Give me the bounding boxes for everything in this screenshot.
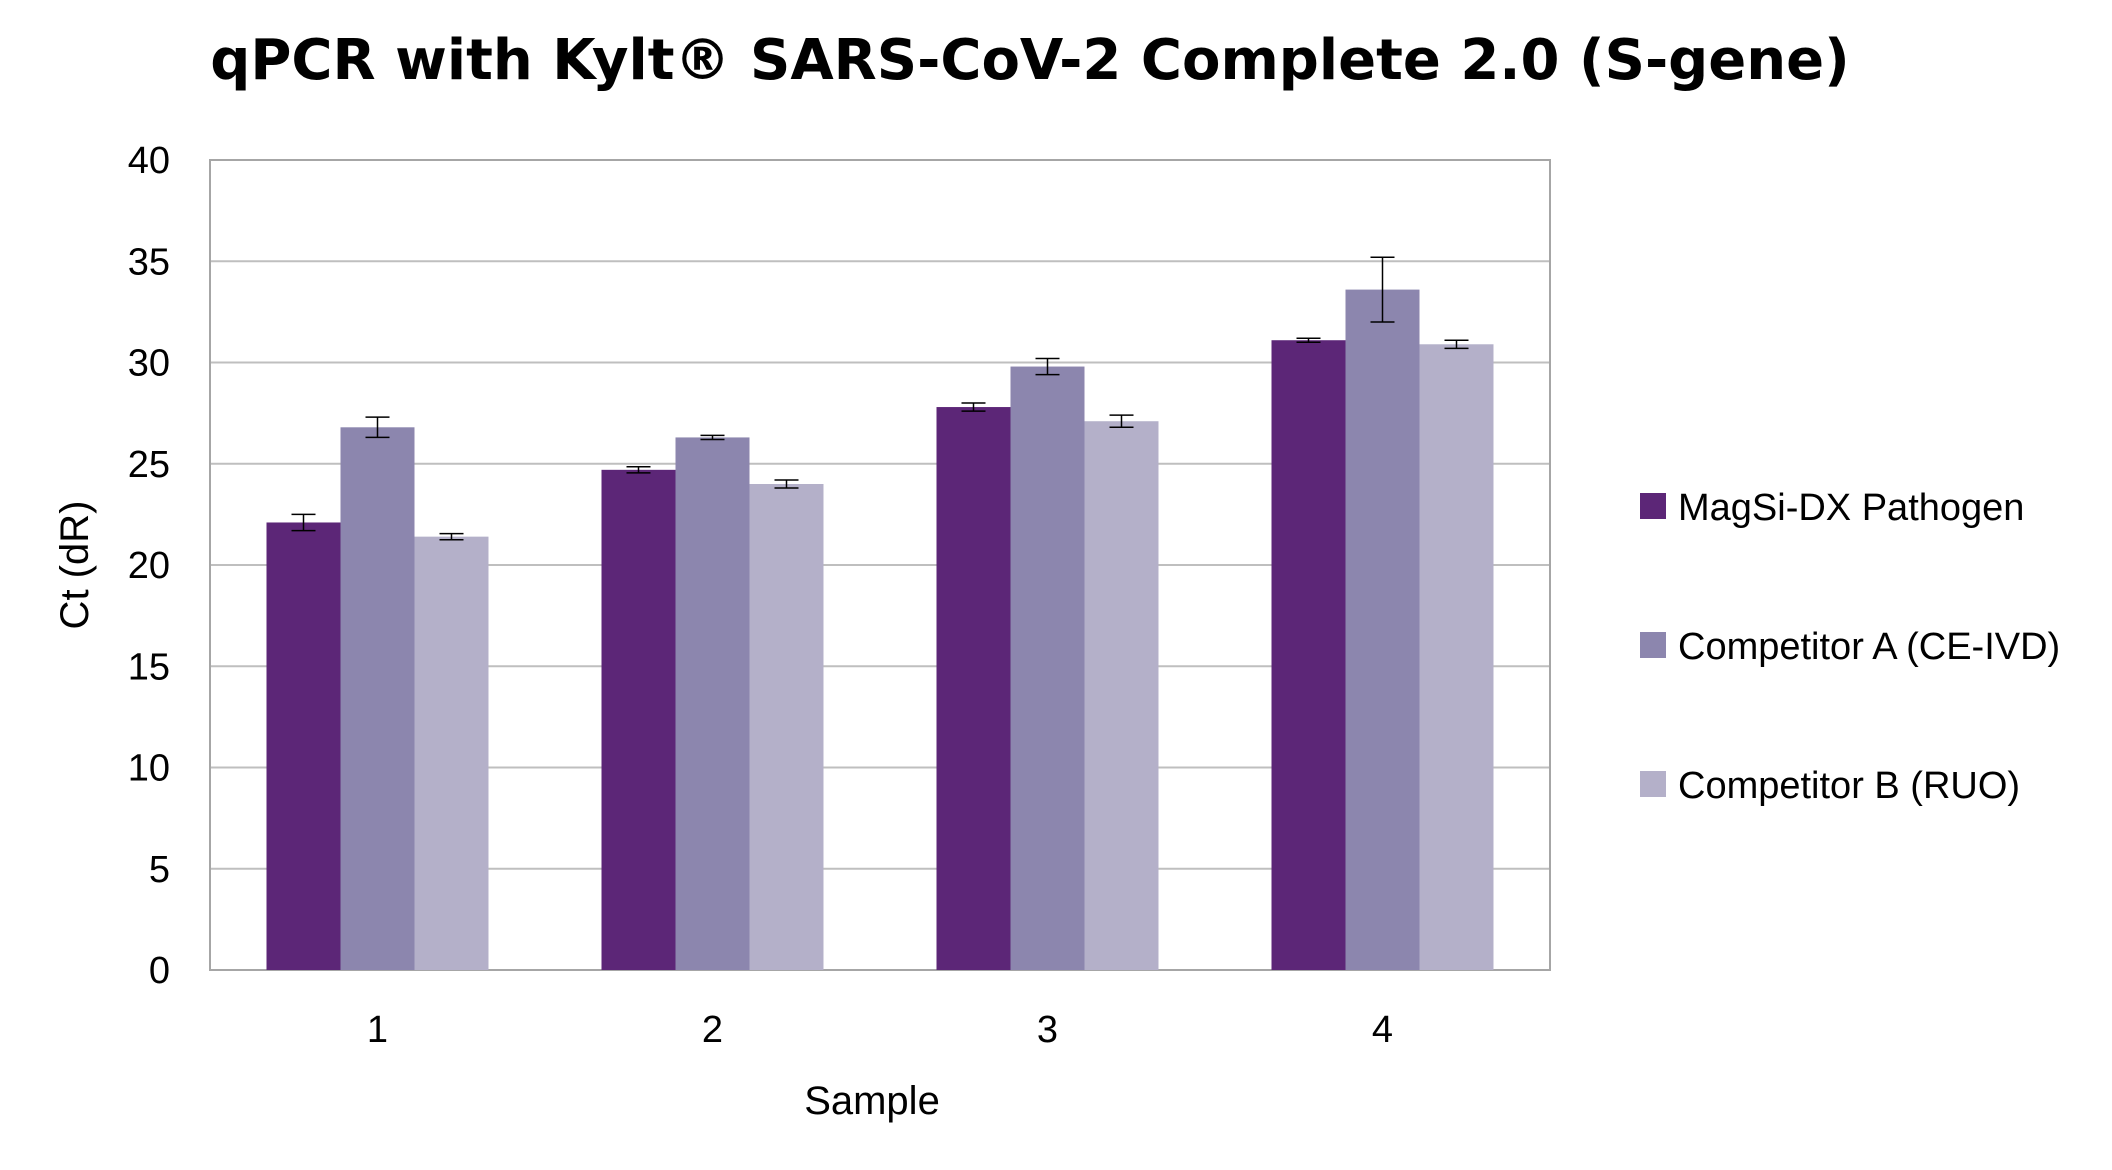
x-tick-label: 2 [702,1009,723,1051]
y-tick-labels: 0 5 10 15 20 25 30 35 40 [128,140,170,992]
bar [601,469,676,970]
legend-label: MagSi-DX Pathogen [1678,487,2024,529]
error-bars [291,256,1469,541]
bar [1271,340,1346,971]
y-tick-label: 15 [128,646,170,688]
bar [340,427,415,970]
bar [1345,289,1420,971]
bar [1010,366,1085,970]
x-tick-labels: 1 2 3 4 [367,1009,1393,1051]
chart-title: qPCR with Kylt® SARS-CoV-2 Complete 2.0 … [210,28,1850,93]
bar [266,522,341,970]
legend-label: Competitor B (RUO) [1678,765,2020,807]
y-tick-label: 35 [128,241,170,283]
y-tick-label: 40 [128,140,170,182]
bar [936,407,1011,970]
x-tick-label: 4 [1372,1009,1393,1051]
bar [1084,421,1159,971]
bar [749,484,824,970]
legend: MagSi-DX Pathogen Competitor A (CE-IVD) Co… [1640,487,2060,807]
legend-swatch [1640,632,1666,658]
bar [1419,344,1494,970]
x-tick-label: 3 [1037,1009,1058,1051]
y-axis-title: Ct (dR) [53,501,97,630]
legend-swatch [1640,493,1666,519]
bars [266,289,1494,971]
y-tick-label: 25 [128,444,170,486]
y-tick-label: 0 [149,950,170,992]
legend-swatch [1640,771,1666,797]
y-tick-label: 30 [128,343,170,385]
x-tick-label: 1 [367,1009,388,1051]
y-tick-label: 5 [149,849,170,891]
y-tick-label: 10 [128,748,170,790]
x-axis-title: Sample [804,1079,940,1123]
bar [675,437,750,970]
y-tick-label: 20 [128,545,170,587]
bar [414,536,489,970]
legend-label: Competitor A (CE-IVD) [1678,626,2060,668]
plot-area [209,159,1551,971]
